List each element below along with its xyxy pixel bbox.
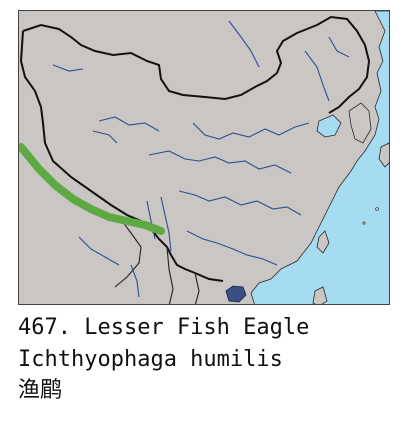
sea-area (250, 11, 389, 304)
river (186, 230, 278, 266)
japan-land (378, 142, 389, 168)
range-map (18, 10, 390, 305)
range-band (19, 143, 165, 235)
hainan-range (225, 285, 247, 303)
taiwan-land (316, 230, 330, 254)
island-dot (375, 207, 379, 211)
river (146, 200, 156, 240)
border-bangladesh (114, 216, 142, 288)
river (52, 64, 84, 72)
river (92, 130, 118, 144)
river (148, 150, 292, 174)
island-dot (362, 221, 366, 225)
river (228, 20, 260, 68)
river (160, 196, 172, 252)
border-laos (194, 272, 200, 304)
korea-land (348, 102, 372, 144)
river (130, 264, 140, 298)
species-number-name: 467. Lesser Fish Eagle (18, 315, 310, 340)
southwest-border (19, 30, 224, 282)
rivers (52, 20, 350, 298)
northern-border (22, 15, 371, 114)
river (328, 36, 350, 58)
bohai-sea (316, 114, 342, 138)
species-scientific-name: Ichthyophaga humilis (18, 347, 283, 372)
river (178, 190, 302, 216)
river (78, 236, 120, 266)
border-myanmar (166, 246, 174, 304)
river (304, 50, 330, 102)
map-svg (19, 11, 389, 304)
river (98, 116, 160, 132)
river (192, 122, 310, 140)
luzon-land (312, 286, 328, 304)
species-chinese-name: 渔鹛 (18, 378, 63, 403)
